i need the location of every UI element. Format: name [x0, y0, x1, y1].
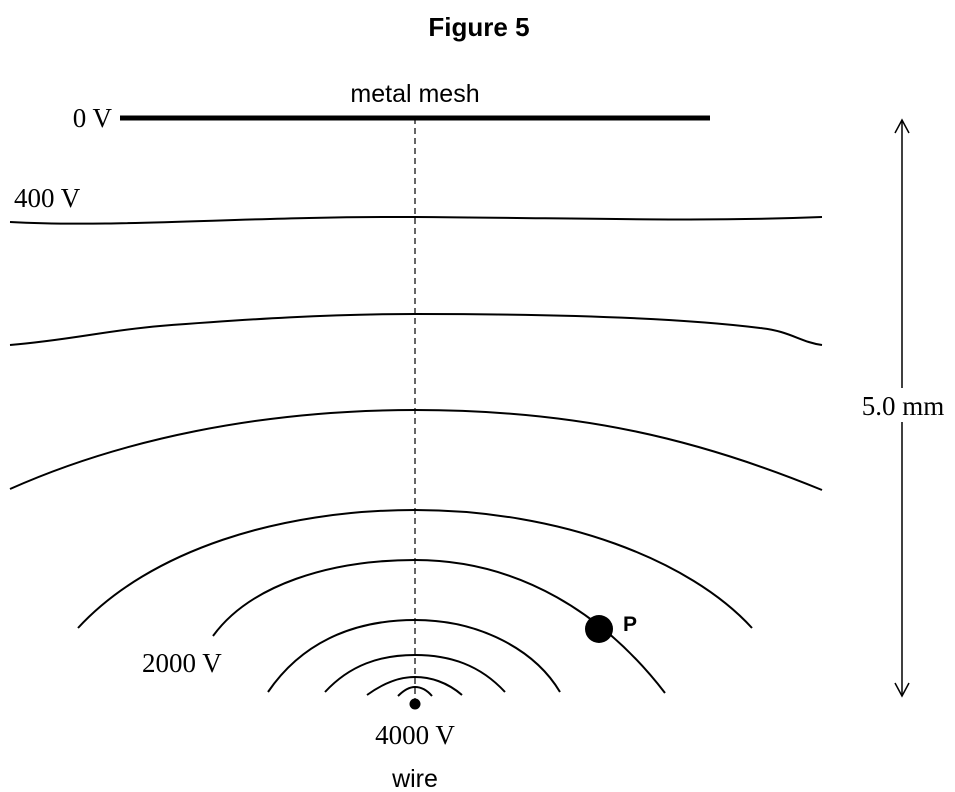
equipotential-line-2 — [9, 312, 823, 346]
wire-voltage-label: 4000 V — [375, 720, 455, 750]
equipotential-line-7 — [324, 653, 506, 693]
wire-label: wire — [391, 765, 438, 792]
equipotential-line-6 — [267, 618, 561, 693]
mesh-voltage-label: 0 V — [73, 103, 113, 133]
equipotential-2000v-label: 2000 V — [142, 648, 222, 678]
equipotential-line-1 — [9, 215, 823, 225]
equipotential-line-9 — [397, 685, 433, 697]
distance-label-background — [852, 388, 952, 422]
distance-arrow-head-bottom — [894, 682, 910, 698]
mesh-label: metal mesh — [350, 80, 479, 108]
distance-arrow-head-top — [894, 118, 910, 134]
point-p-marker — [585, 615, 613, 643]
equipotential-line-4 — [77, 508, 753, 629]
figure-title: Figure 5 — [428, 12, 529, 42]
equipotential-400v-label: 400 V — [14, 183, 81, 213]
point-p-label: P — [623, 613, 637, 636]
equipotential-line-8 — [366, 675, 463, 696]
distance-label: 5.0 mm — [862, 391, 945, 421]
equipotential-line-3 — [9, 408, 823, 491]
wire-dot — [409, 698, 421, 710]
